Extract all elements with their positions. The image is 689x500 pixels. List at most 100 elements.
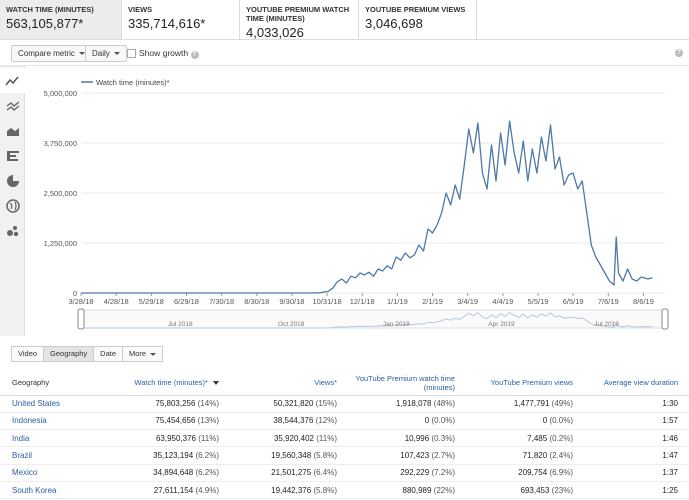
cell-percent: (5.8%) [313, 485, 337, 495]
period-label: Daily [92, 49, 110, 58]
cell-percent: (5.8%) [313, 451, 337, 461]
range-handle[interactable] [661, 308, 669, 330]
x-tick-label: 9/30/18 [279, 297, 304, 306]
table-row: South Korea 27,611,154 (4.9%) 19,442,376 (… [0, 481, 689, 500]
y-tick-label: 3,750,000 [44, 139, 77, 148]
cell-value: 35,920,402 [273, 433, 315, 443]
x-tick-label: 7/6/19 [598, 297, 619, 306]
range-handle[interactable] [77, 308, 85, 330]
geo-link[interactable]: India [0, 429, 112, 448]
multi-line-chart-icon[interactable] [0, 93, 25, 118]
geo-link[interactable]: Indonesia [0, 412, 112, 431]
watch-time-chart: Watch time (minutes)* 5,000,000 3,750,000 2… [25, 66, 689, 336]
col-avg-view-duration[interactable]: Average view duration [584, 371, 689, 396]
cell-avg-duration: 1:25 [584, 481, 689, 500]
cell-percent: (6.4%) [313, 468, 337, 478]
cell-percent: (12%) [315, 416, 337, 426]
tab-date[interactable]: Date [93, 346, 123, 362]
cell-percent: (6.9%) [549, 468, 573, 478]
metric-label: YOUTUBE PREMIUM WATCH TIME (MINUTES) [246, 5, 350, 23]
show-growth-checkbox[interactable] [127, 49, 136, 58]
cell-percent: (13%) [197, 416, 219, 426]
col-premium-views[interactable]: YouTube Premium views [466, 371, 584, 396]
geo-link[interactable]: Brazil [0, 446, 112, 465]
cell-percent: (11%) [198, 433, 219, 443]
help-icon[interactable]: ? [190, 51, 199, 59]
y-tick-label: 2,500,000 [44, 189, 77, 198]
navigator-label: Jul 2018 [168, 321, 193, 328]
metric-premium-watch-time[interactable]: YOUTUBE PREMIUM WATCH TIME (MINUTES) 4,0… [240, 0, 359, 40]
x-tick-label: 6/29/18 [174, 297, 199, 306]
show-growth-label: Show growth ? [139, 48, 199, 59]
table-row: Brazil 35,123,194 (6.2%) 19,560,348 (5.8%)… [0, 446, 689, 465]
cell-views: 19,442,376 (5.8%) [230, 481, 348, 500]
bubble-chart-icon[interactable] [0, 218, 25, 243]
y-tick-label: 1,250,000 [44, 239, 77, 248]
tab-geography[interactable]: Geography [43, 346, 95, 362]
cell-percent: (6.2%) [195, 451, 219, 461]
x-tick-label: 7/30/18 [209, 297, 234, 306]
cell-premium-watch-time: 10,996 (0.3%) [348, 429, 466, 448]
cell-value: 880,989 [402, 485, 432, 495]
navigator-label: Oct 2018 [278, 321, 305, 328]
globe-map-icon[interactable] [0, 193, 25, 218]
cell-percent: (7.2%) [431, 468, 455, 478]
geo-link[interactable]: Mexico [0, 464, 112, 482]
cell-percent: (2.7%) [431, 451, 455, 461]
cell-value: 75,803,256 [155, 399, 196, 409]
metric-watch-time[interactable]: WATCH TIME (MINUTES) 563,105,877* [0, 0, 122, 39]
cell-avg-duration: 1:30 [584, 395, 689, 413]
cell-value: 1,918,078 [395, 399, 432, 409]
cell-premium-watch-time: 0 (0.0%) [348, 412, 466, 431]
cell-percent: (0.0%) [549, 416, 573, 426]
metric-value: 3,046,698 [365, 16, 423, 31]
navigator-label: Jul 2019 [594, 321, 619, 328]
chevron-down-icon [78, 52, 85, 56]
cell-watch-time: 34,894,648 (6.2%) [112, 464, 230, 482]
cell-watch-time: 75,454,656 (13%) [112, 412, 230, 431]
tab-video[interactable]: Video [11, 346, 45, 362]
col-watch-time[interactable]: Watch time (minutes)* [112, 371, 230, 396]
col-premium-watch-time[interactable]: YouTube Premium watch time (minutes) [348, 371, 466, 396]
navigator-label: Jan 2019 [383, 321, 410, 328]
pie-chart-icon[interactable] [0, 168, 25, 193]
cell-percent: (15%) [315, 399, 337, 409]
bar-chart-icon[interactable] [0, 143, 25, 168]
line-chart-icon[interactable] [0, 68, 25, 93]
navigator-line [81, 311, 653, 329]
col-views[interactable]: Views* [230, 371, 348, 396]
cell-value: 21,501,275 [271, 468, 312, 478]
metric-value: 335,714,616* [128, 16, 206, 31]
stacked-area-icon[interactable] [0, 118, 25, 143]
period-dropdown[interactable]: Daily [85, 45, 127, 62]
cell-value: 292,229 [400, 468, 430, 478]
metric-premium-views[interactable]: YOUTUBE PREMIUM VIEWS 3,046,698 [359, 0, 477, 39]
x-tick-label: 6/5/19 [563, 297, 584, 306]
cell-value: 19,442,376 [271, 485, 312, 495]
compare-metric-dropdown[interactable]: Compare metric [11, 45, 92, 62]
cell-percent: (14%) [197, 399, 219, 409]
compare-metric-label: Compare metric [18, 49, 75, 58]
metric-value: 4,033,026 [246, 25, 304, 40]
x-tick-label: 8/6/19 [633, 297, 654, 306]
cell-views: 35,920,402 (11%) [230, 429, 348, 448]
cell-value: 1,477,791 [513, 399, 550, 409]
cell-value: 35,123,194 [153, 451, 194, 461]
x-tick-label: 10/31/18 [312, 297, 341, 306]
cell-percent: (49%) [551, 399, 573, 409]
tab-more[interactable]: More [122, 346, 164, 362]
cell-percent: (23%) [551, 485, 573, 495]
metric-label: WATCH TIME (MINUTES) [6, 5, 94, 14]
cell-value: 19,560,348 [271, 451, 312, 461]
cell-premium-views: 1,477,791 (49%) [466, 395, 584, 413]
help-icon[interactable]: ? [675, 49, 683, 57]
geo-link[interactable]: United States [0, 395, 112, 413]
y-tick-label: 5,000,000 [44, 89, 77, 98]
col-geography[interactable]: Geography [0, 371, 112, 396]
geo-link[interactable]: South Korea [0, 481, 112, 500]
tab-more-label: More [129, 349, 147, 358]
metric-views[interactable]: VIEWS 335,714,616* [122, 0, 240, 39]
cell-value: 34,894,648 [153, 468, 194, 478]
table-row: Mexico 34,894,648 (6.2%) 21,501,275 (6.4%)… [0, 464, 689, 482]
table-row: India 63,950,376 (11%) 35,920,402 (11%) 10,… [0, 429, 689, 448]
